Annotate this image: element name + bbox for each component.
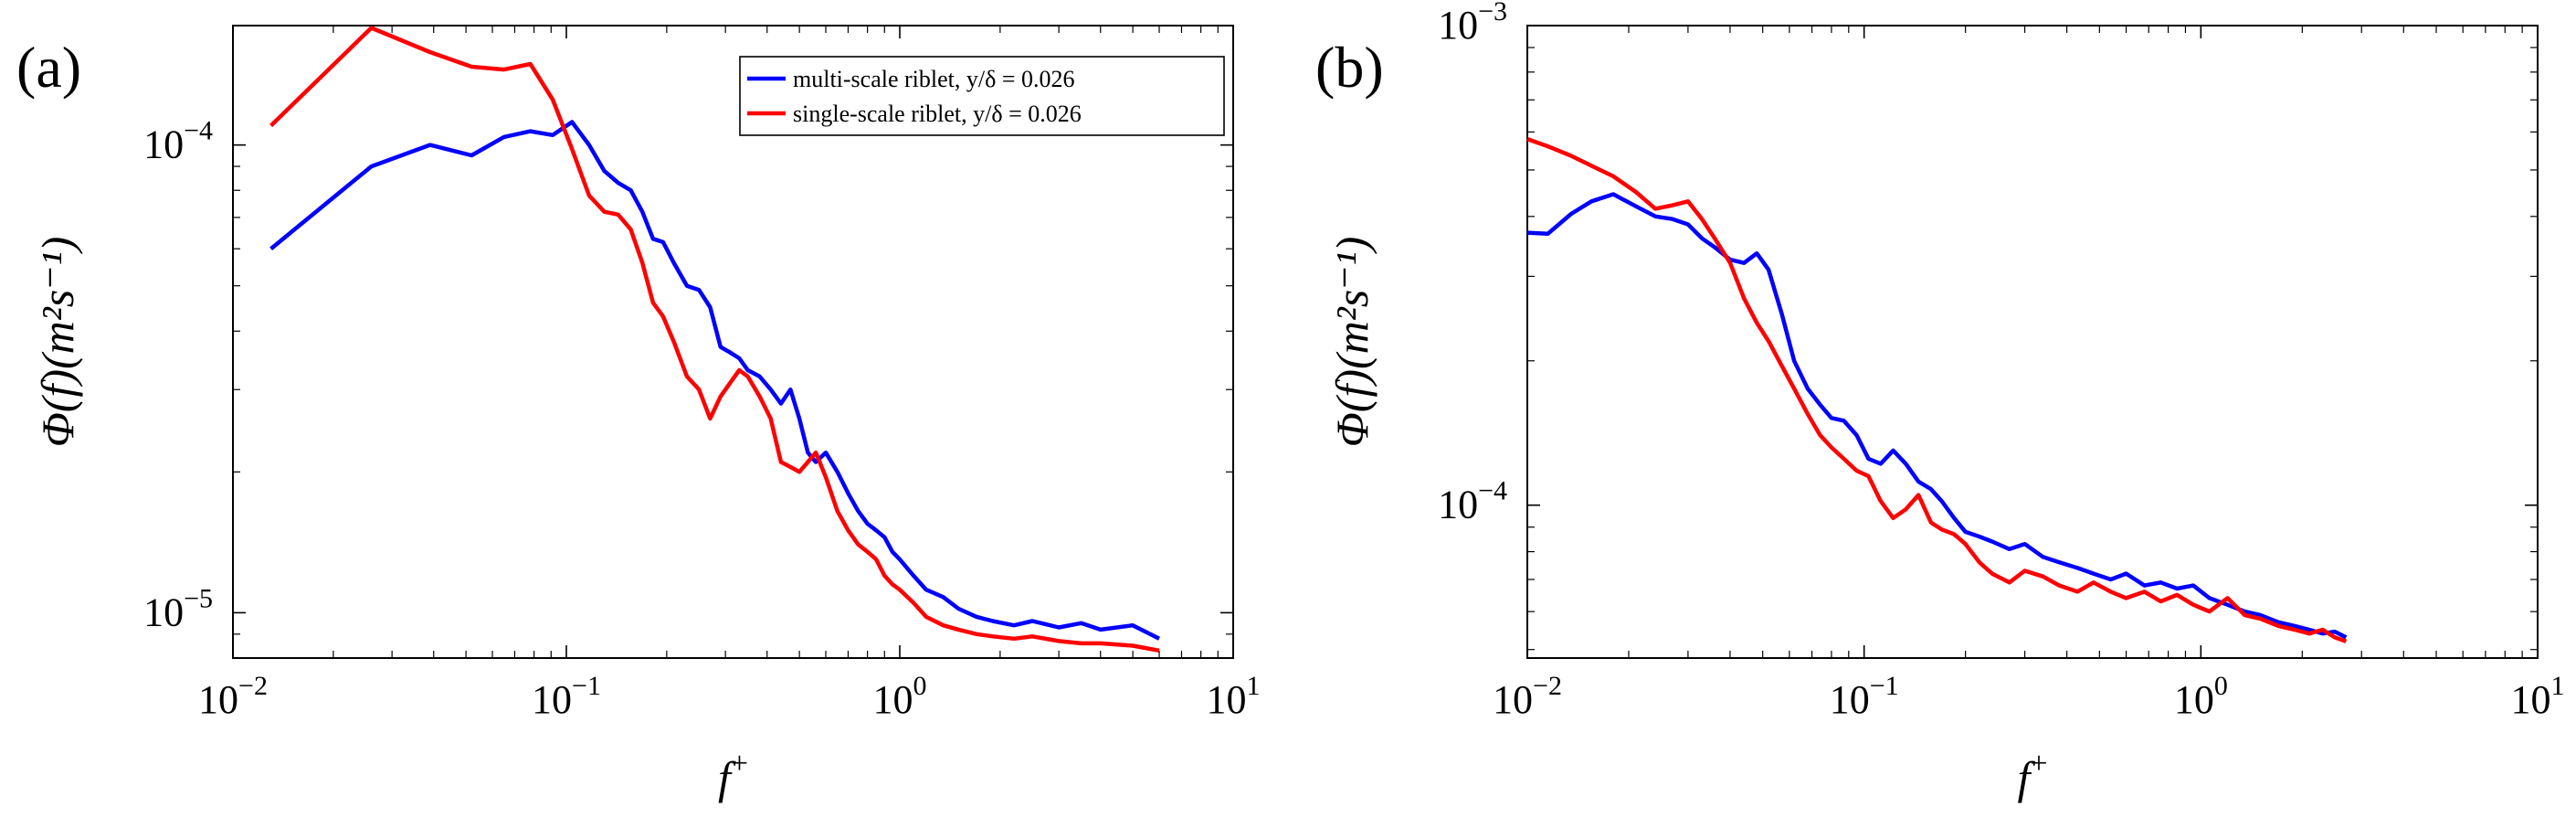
series-line-single-scale [1526,136,2348,643]
x-tick-label: 101 [2511,671,2565,722]
x-tick-label: 10−2 [198,671,268,722]
x-tick-label: 100 [873,671,927,722]
legend-box [739,56,1225,136]
y-tick-label: 10−5 [143,583,213,634]
legend-entry: multi-scale riblet, y/δ = 0.026 [793,66,1075,92]
x-tick-label: 101 [1207,671,1261,722]
y-tick-label: 10−4 [1438,476,1507,527]
series-line-multi-scale [1526,192,2348,640]
x-tick-label: 10−2 [1493,671,1562,722]
axes-frame [232,25,1234,659]
y-tick-label: 10−4 [143,116,213,167]
panel-label: (b) [1315,35,1384,100]
panel-a: (a) 10−2 10−1 100 101 10−5 10−4 f+ Φ(f)(m²s⁻¹) mu… [16,25,1261,803]
axes-frame [1526,25,2539,659]
y-tick-label: 10−3 [1438,0,1507,48]
panel-b: (b) 10−2 10−1 100 101 10−4 10−3 f+ Φ(f)(m²s⁻¹) [1315,0,2565,803]
legend-entry: single-scale riblet, y/δ = 0.026 [793,101,1082,127]
panel-label: (a) [16,35,81,100]
x-tick-label: 10−1 [532,671,601,722]
x-tick-label: 10−1 [1830,671,1899,722]
x-axis-title: f+ [2017,747,2047,803]
series-line-multi-scale [269,120,1161,641]
y-axis-title: Φ(f)(m²s⁻¹) [1326,237,1378,448]
x-axis-title: f+ [718,747,748,803]
y-axis-title: Φ(f)(m²s⁻¹) [32,237,83,448]
series-line-single-scale [269,26,1160,653]
x-tick-label: 100 [2174,671,2228,722]
legend: multi-scale riblet, y/δ = 0.026 single-sc… [739,56,1225,136]
